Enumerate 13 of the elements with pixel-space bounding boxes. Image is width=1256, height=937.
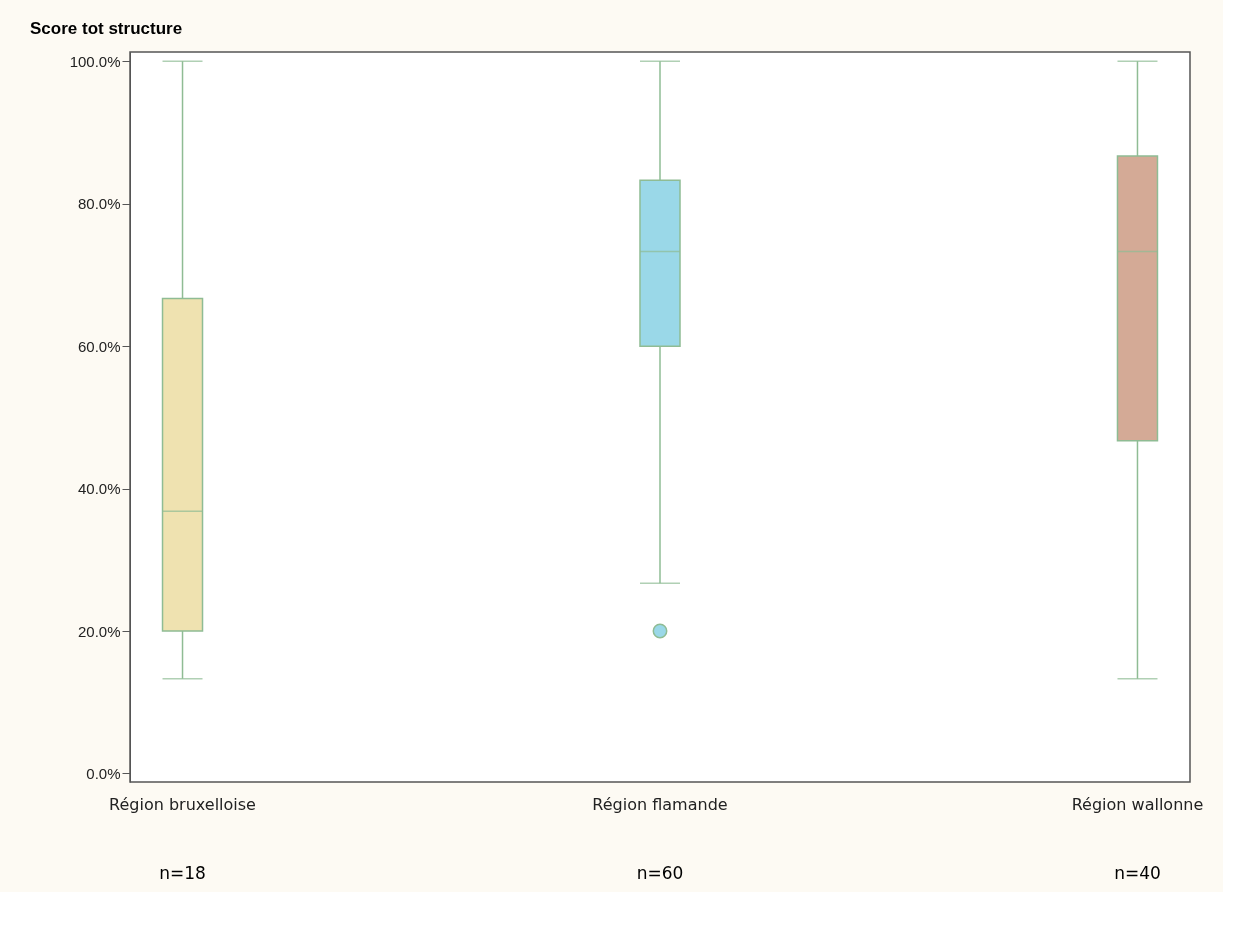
y-tick-label: 80.0%: [77, 195, 121, 213]
y-tick-label: 0.0%: [86, 764, 121, 782]
x-tick-label: Région flamande: [592, 794, 728, 814]
y-tick-label: 60.0%: [77, 337, 121, 355]
x-tick-label: Région bruxelloise: [109, 794, 256, 814]
y-tick-label: 100.0%: [69, 52, 121, 70]
text: n=60: [636, 863, 684, 883]
chart-title: Score tot structure: [30, 19, 183, 38]
text: n=40: [1114, 863, 1161, 883]
x-tick-label: Région wallonne: [1071, 794, 1204, 814]
y-tick-label: 20.0%: [77, 622, 121, 640]
text: n=18: [159, 863, 206, 883]
y-tick-label: 40.0%: [77, 480, 121, 498]
